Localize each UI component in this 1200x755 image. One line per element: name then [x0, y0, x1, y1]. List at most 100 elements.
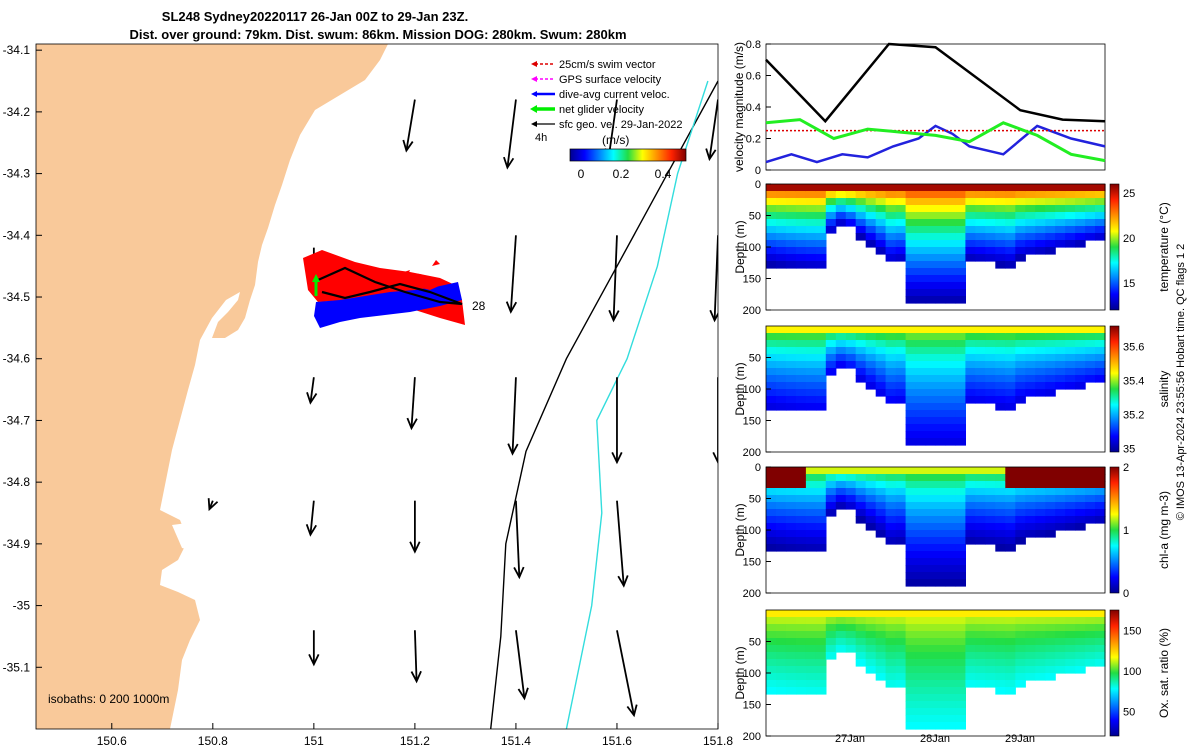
section-cell — [885, 488, 897, 496]
section-cell — [795, 368, 807, 376]
section-cell — [766, 474, 777, 482]
section-cell — [795, 233, 807, 241]
section-cell — [935, 326, 947, 334]
section-cell — [935, 666, 947, 674]
section-cell — [985, 382, 996, 390]
geostrophic-arrow — [207, 498, 219, 512]
section-cell — [1005, 326, 1016, 334]
section-cell — [925, 326, 937, 334]
section-cell — [835, 610, 847, 618]
section-cell — [795, 652, 807, 660]
section-cell — [1095, 326, 1106, 334]
colorbar-tick-label: 15 — [1123, 278, 1135, 290]
section-y-tick-label: 50 — [749, 353, 761, 365]
section-cell — [1095, 375, 1106, 383]
section-cell — [1035, 347, 1046, 355]
section-cell — [935, 233, 947, 241]
section-cell — [915, 191, 927, 199]
section-cell — [785, 226, 797, 234]
section-cell — [915, 565, 927, 573]
title-line-1: SL248 Sydney20220117 26-Jan 00Z to 29-Ja… — [162, 9, 468, 24]
section-cell — [1005, 396, 1016, 404]
section-cell — [965, 205, 976, 213]
section-cell — [885, 340, 897, 348]
section-cell — [1055, 659, 1066, 667]
section-cell — [915, 275, 927, 283]
section-cell — [985, 333, 996, 341]
section-cell — [1025, 516, 1036, 524]
section-cell — [1035, 610, 1046, 618]
section-cell — [1045, 523, 1056, 531]
colorbar-tick-label: 25 — [1123, 188, 1135, 200]
section-cell — [975, 396, 986, 404]
section-cell — [1025, 495, 1036, 503]
section-cell — [845, 219, 857, 227]
section-cell — [885, 530, 897, 538]
section-cell — [865, 488, 877, 496]
section-cell — [795, 354, 807, 362]
section-cell — [1095, 502, 1106, 510]
section-cell — [1055, 516, 1066, 524]
section-cell — [925, 551, 937, 559]
section-cell — [975, 631, 986, 639]
section-cell — [1005, 198, 1016, 206]
section-cell — [875, 645, 887, 653]
section-cell — [925, 205, 937, 213]
section-cell — [995, 645, 1006, 653]
section-cell — [776, 530, 787, 538]
section-cell — [935, 438, 947, 446]
section-cell — [1025, 509, 1036, 517]
section-cell — [1075, 198, 1086, 206]
section-cell — [885, 673, 897, 681]
section-cell — [965, 537, 976, 545]
section-cell — [935, 495, 947, 503]
section-cell — [975, 467, 986, 475]
section-cell — [835, 481, 847, 489]
geostrophic-arrow-shaft — [515, 500, 521, 578]
section-cell — [995, 659, 1006, 667]
section-cell — [875, 184, 887, 192]
section-cell — [805, 396, 817, 404]
section-cell — [805, 212, 817, 220]
section-cell — [995, 537, 1006, 545]
section-cell — [766, 226, 777, 234]
section-cell — [975, 645, 986, 653]
section-cell — [995, 638, 1006, 646]
section-cell — [1055, 340, 1066, 348]
section-cell — [1015, 488, 1026, 496]
section-cell — [785, 516, 797, 524]
section-cell — [1065, 631, 1076, 639]
section-cell — [766, 673, 777, 681]
section-cell — [1095, 652, 1106, 660]
section-cell — [965, 516, 976, 524]
section-cell — [1015, 516, 1026, 524]
section-cell — [995, 652, 1006, 660]
section-cell — [945, 191, 957, 199]
section-cell — [955, 212, 966, 220]
section-cell — [1025, 467, 1036, 475]
section-cell — [1035, 659, 1046, 667]
section-cell — [965, 396, 976, 404]
x-tick-29jan: 29Jan — [1005, 733, 1035, 745]
section-cell — [935, 431, 947, 439]
section-cell — [875, 523, 887, 531]
section-cell — [965, 666, 976, 674]
section-cell — [785, 382, 797, 390]
section-cell — [1015, 205, 1026, 213]
section-cell — [915, 708, 927, 716]
section-cell — [1045, 375, 1056, 383]
geostrophic-arrow-shaft — [410, 377, 416, 429]
section-cell — [1085, 474, 1096, 482]
section-cell — [875, 467, 887, 475]
section-cell — [905, 254, 917, 262]
geostrophic-arrowhead — [306, 392, 318, 405]
section-cell — [945, 530, 957, 538]
section-cell — [915, 694, 927, 702]
section-cell — [776, 537, 787, 545]
section-cell — [935, 247, 947, 255]
section-cell — [815, 340, 827, 348]
section-cell — [945, 572, 957, 580]
section-cell — [825, 481, 837, 489]
section-cell — [975, 198, 986, 206]
